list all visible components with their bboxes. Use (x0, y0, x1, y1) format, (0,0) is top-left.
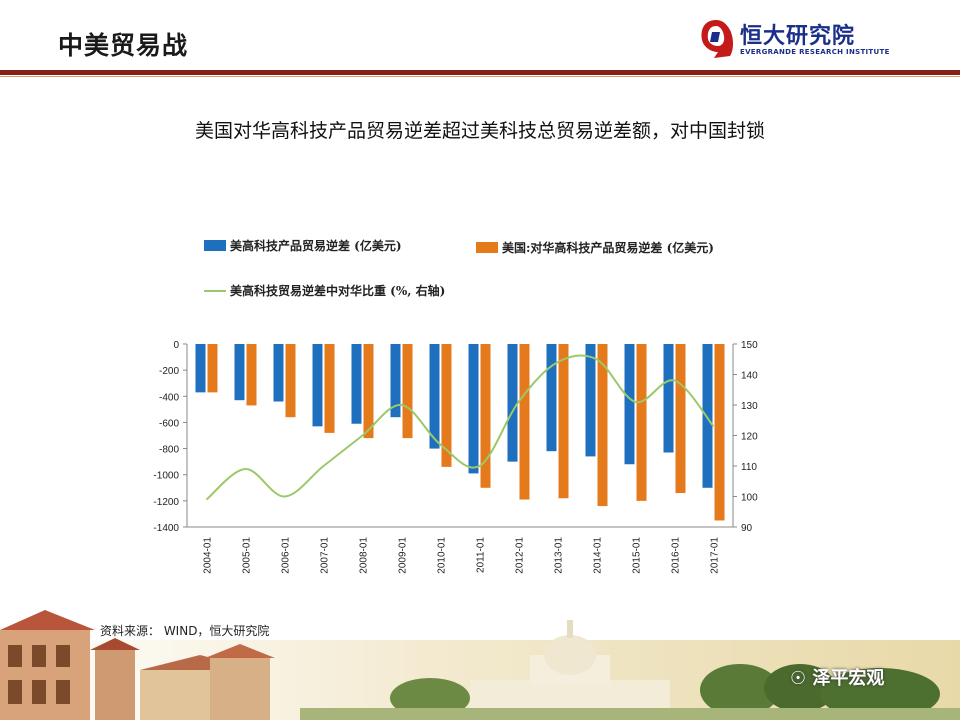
bar-tech-deficit-china (558, 344, 569, 499)
chart-title: 美国对华高科技产品贸易逆差超过美科技总贸易逆差额，对中国封锁 (194, 120, 765, 142)
bar-tech-deficit-total (273, 344, 284, 402)
x-tick-label: 2015-01 (632, 537, 643, 574)
evergrande-logo: 恒大研究院 EVERGRANDE RESEARCH INSTITUTE (696, 16, 889, 64)
bar-tech-deficit-total (312, 344, 323, 427)
legend-label-blue: 美高科技产品贸易逆差 (亿美元) (230, 239, 402, 253)
bar-tech-deficit-china (246, 344, 257, 406)
right-tick-label: 140 (741, 371, 758, 382)
bar-tech-deficit-total (468, 344, 479, 474)
wechat-icon: ☉ (790, 668, 807, 689)
right-tick-label: 130 (741, 401, 758, 412)
legend-swatch-green-line (204, 290, 226, 292)
bar-tech-deficit-total (546, 344, 557, 452)
x-tick-label: 2005-01 (242, 537, 253, 574)
logo-text-cn: 恒大研究院 (740, 24, 856, 49)
bar-tech-deficit-china (402, 344, 413, 439)
footer-banner (0, 610, 960, 720)
right-tick-label: 150 (741, 340, 758, 351)
evergrande-emblem-icon (701, 20, 733, 58)
bar-tech-deficit-china (636, 344, 647, 501)
left-tick-label: -200 (159, 366, 179, 377)
left-tick-label: -1200 (153, 497, 179, 508)
bar-tech-deficit-china (207, 344, 218, 393)
x-tick-label: 2011-01 (476, 537, 487, 573)
right-tick-label: 120 (741, 432, 758, 443)
bar-tech-deficit-total (507, 344, 518, 462)
watermark: ☉ 泽平宏观 (790, 664, 884, 690)
watermark-text: 泽平宏观 (812, 668, 885, 689)
bar-tech-deficit-china (324, 344, 335, 433)
bar-tech-deficit-china (675, 344, 686, 494)
slide-title: 中美贸易战 (58, 31, 189, 60)
source-note: 资料来源： WIND，恒大研究院 (100, 624, 270, 638)
header-divider (0, 70, 960, 75)
bar-tech-deficit-china (285, 344, 296, 418)
legend-label-orange: 美国:对华高科技产品贸易逆差 (亿美元) (502, 241, 714, 255)
bar-tech-deficit-china (597, 344, 608, 507)
bar-tech-deficit-total (234, 344, 245, 401)
x-tick-label: 2008-01 (359, 537, 370, 574)
bar-tech-deficit-china (714, 344, 725, 521)
bar-tech-deficit-total (702, 344, 713, 488)
right-tick-label: 100 (741, 493, 758, 504)
header-divider-thin (0, 76, 960, 77)
bar-tech-deficit-china (441, 344, 452, 467)
bar-tech-deficit-china (480, 344, 491, 488)
x-tick-label: 2013-01 (554, 537, 565, 574)
bar-tech-deficit-total (390, 344, 401, 418)
left-tick-label: 0 (173, 340, 179, 351)
left-tick-label: -400 (159, 392, 179, 403)
line-china-share (205, 354, 715, 501)
left-tick-label: -1000 (153, 471, 179, 482)
bar-tech-deficit-total (195, 344, 206, 393)
bar-tech-deficit-total (663, 344, 674, 453)
left-tick-label: -800 (159, 445, 179, 456)
legend-swatch-orange (476, 242, 498, 253)
x-tick-label: 2006-01 (281, 537, 292, 574)
x-tick-label: 2007-01 (320, 537, 331, 574)
right-tick-label: 90 (741, 523, 753, 534)
bar-tech-deficit-total (429, 344, 440, 449)
x-tick-label: 2017-01 (710, 537, 721, 574)
left-tick-label: -1400 (153, 523, 179, 534)
bar-tech-deficit-total (624, 344, 635, 465)
x-tick-label: 2010-01 (437, 537, 448, 574)
bar-tech-deficit-china (363, 344, 374, 439)
right-tick-label: 110 (741, 462, 757, 473)
left-tick-label: -600 (159, 418, 179, 429)
x-tick-label: 2009-01 (398, 537, 409, 574)
logo-text-en: EVERGRANDE RESEARCH INSTITUTE (740, 48, 890, 56)
x-tick-label: 2016-01 (671, 537, 682, 574)
x-tick-label: 2004-01 (203, 537, 214, 574)
footer-scenery-image (0, 610, 960, 720)
x-tick-label: 2014-01 (593, 537, 604, 574)
legend-label-green: 美高科技贸易逆差中对华比重 (%, 右轴) (230, 284, 446, 298)
legend-swatch-blue (204, 240, 226, 251)
bar-tech-deficit-total (351, 344, 362, 424)
x-tick-label: 2012-01 (515, 537, 526, 574)
bar-tech-deficit-china (519, 344, 530, 500)
bar-tech-deficit-total (585, 344, 596, 457)
